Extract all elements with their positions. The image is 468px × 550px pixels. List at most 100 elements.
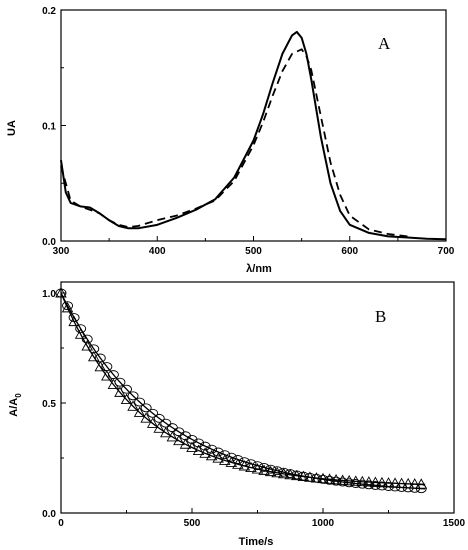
panel-b-triangle-point xyxy=(277,467,290,479)
panel-a-dashed-line xyxy=(60,48,408,238)
panel-a-solid-line xyxy=(60,30,447,241)
panel-b-circle-point xyxy=(356,479,368,489)
panel-b-triangle-point xyxy=(55,287,67,298)
panel-b-xlabel: Time/s xyxy=(239,536,274,548)
panel-b-triangle-point xyxy=(192,444,205,455)
panel-b-circle-point xyxy=(265,464,277,474)
panel-b-triangle-point xyxy=(101,370,113,381)
panel-b: 0 500 1000 1500 0.0 0.5 1.0 B Time/s A/A0 xyxy=(8,281,466,548)
panel-b-series xyxy=(55,287,428,494)
panel-b-circle-point xyxy=(193,438,205,448)
panel-b-circle-point xyxy=(206,444,218,454)
panel-b-circle-point xyxy=(369,480,381,490)
panel-b-triangle-point xyxy=(107,378,120,389)
panel-b-triangle-point xyxy=(369,476,382,487)
panel-b-xtick-label: 0 xyxy=(58,518,64,529)
panel-b-circle-point xyxy=(88,344,100,354)
panel-b-circle-point xyxy=(363,480,375,490)
panel-b-triangle-point xyxy=(363,476,375,487)
panel-b-circle-point xyxy=(127,391,139,401)
panel-a-ytick-label: 0.2 xyxy=(42,6,56,17)
panel-a-xlabel: λ/nm xyxy=(246,263,272,275)
panel-b-ytick-label: 0.5 xyxy=(42,399,56,410)
panel-b-triangle-point xyxy=(153,422,166,433)
panel-b-triangle-point xyxy=(212,452,224,463)
panel-b-circle-point xyxy=(219,450,231,460)
panel-b-triangle-point xyxy=(310,472,323,483)
panel-b-triangle-point xyxy=(74,328,87,339)
panel-b-triangle-point xyxy=(297,470,310,482)
panel-b-circle-point xyxy=(62,301,74,311)
panel-a-series xyxy=(60,30,447,241)
panel-a-ticks: 300 400 500 600 700 0.0 0.1 0.2 xyxy=(42,6,455,257)
panel-b-triangle-point xyxy=(179,438,192,449)
panel-b-triangle-point xyxy=(343,474,355,486)
panel-b-triangle-point xyxy=(133,406,146,417)
panel-b-triangle-point xyxy=(376,476,388,488)
panel-b-circle-point xyxy=(121,384,132,394)
panel-b-triangle-point xyxy=(127,400,139,411)
panel-a-letter: A xyxy=(378,34,391,53)
panel-b-triangle-point xyxy=(81,340,93,351)
panel-b-circle-point xyxy=(317,474,329,484)
panel-b-letter: B xyxy=(375,307,386,326)
panel-b-circle-point xyxy=(199,441,211,451)
panel-b-circle-point xyxy=(225,452,237,462)
panel-b-ylabel-text: A/A0 xyxy=(8,393,23,417)
panel-b-triangle-point xyxy=(408,478,421,489)
panel-b-ticks: 0 500 1000 1500 0.0 0.5 1.0 xyxy=(42,289,465,529)
panel-a-xtick-label: 400 xyxy=(149,246,166,257)
panel-b-xtick-label: 1500 xyxy=(443,518,466,529)
panel-b-triangle-point xyxy=(87,350,100,362)
panel-b-triangle-point xyxy=(258,464,270,475)
panel-b-circle-point xyxy=(81,334,93,344)
panel-b-circle-point xyxy=(134,397,146,407)
panel-b-ytick-label: 0.0 xyxy=(42,509,56,520)
panel-b-triangle-point xyxy=(186,441,198,452)
panel-b-triangle-point xyxy=(271,466,283,478)
panel-b-triangle-point xyxy=(238,460,251,471)
panel-a: 300 400 500 600 700 0.0 0.1 0.2 A λ/nm UA xyxy=(6,6,455,275)
panel-b-triangle-point xyxy=(382,477,395,488)
panel-b-triangle-point xyxy=(199,447,211,458)
panel-b-circle-point xyxy=(75,324,87,334)
panel-b-circle-point xyxy=(330,476,342,486)
panel-b-triangle-point xyxy=(336,474,349,485)
panel-b-circle-point xyxy=(68,313,80,322)
panel-b-xtick-label: 1000 xyxy=(312,518,335,529)
panel-b-triangle-point xyxy=(94,360,107,372)
panel-b-triangle-point xyxy=(205,449,218,461)
panel-b-xtick-label: 500 xyxy=(184,518,201,529)
panel-b-circle-point xyxy=(337,477,349,487)
panel-b-xlabel-text: Time/s xyxy=(239,536,274,548)
panel-b-triangle-point xyxy=(245,461,257,473)
panel-b-triangle-point xyxy=(114,386,126,397)
panel-b-triangle-point xyxy=(264,465,277,477)
panel-b-triangle-point xyxy=(291,469,303,481)
panel-b-triangle-point xyxy=(356,475,369,487)
panel-b-triangle-point xyxy=(160,426,172,438)
panel-b-triangle-point xyxy=(232,458,244,469)
panel-b-triangle-point xyxy=(173,434,185,446)
panel-b-triangle-point xyxy=(146,417,159,428)
panel-a-ylabel: UA xyxy=(6,120,18,136)
panel-a-ytick-label: 0.1 xyxy=(42,122,56,133)
panel-b-triangle-point xyxy=(317,472,329,484)
panel-b-circle-point xyxy=(147,408,159,418)
panel-b-triangle-point xyxy=(349,475,362,486)
panel-b-triangle-point xyxy=(304,471,316,482)
panel-b-triangle-point xyxy=(218,454,231,465)
panel-b-circle-point xyxy=(343,478,355,488)
panel-b-ylabel: A/A0 xyxy=(8,393,23,417)
panel-b-triangle-point xyxy=(166,430,179,442)
panel-a-xtick-label: 500 xyxy=(245,246,262,257)
panel-b-triangle-point xyxy=(389,477,401,488)
panel-b-circle-point xyxy=(324,475,335,485)
panel-b-triangle-point xyxy=(415,478,428,489)
panel-b-triangle-point xyxy=(61,301,74,313)
panel-a-xtick-label: 700 xyxy=(438,246,455,257)
panel-a-ytick-label: 0.0 xyxy=(42,237,56,248)
panel-b-circle-point xyxy=(140,403,152,413)
panel-b-triangle-point xyxy=(402,477,414,489)
